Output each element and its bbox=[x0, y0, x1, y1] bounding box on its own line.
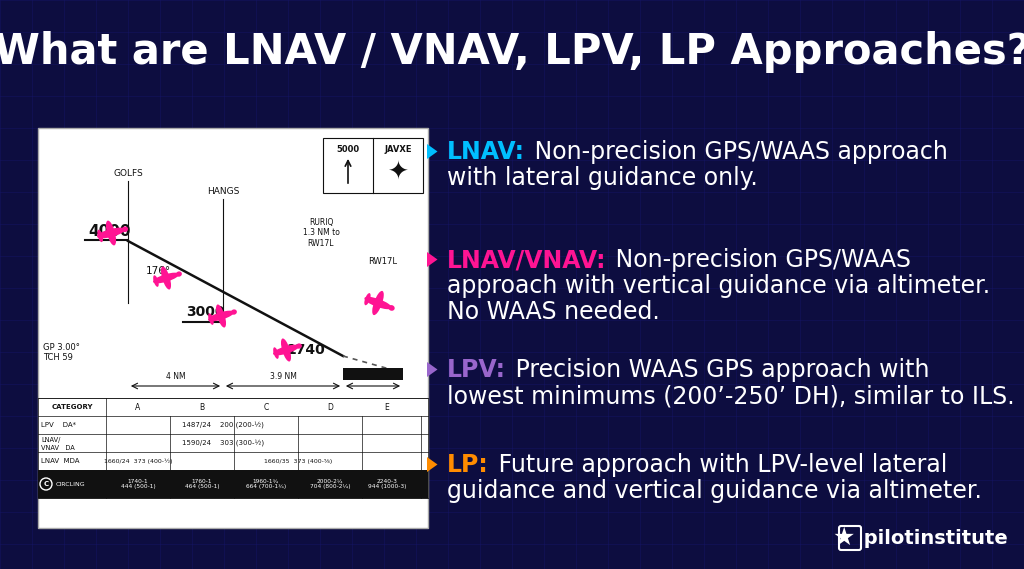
Ellipse shape bbox=[161, 266, 171, 290]
Ellipse shape bbox=[281, 339, 291, 361]
Text: RW17L: RW17L bbox=[369, 257, 397, 266]
Bar bbox=[323, 138, 423, 193]
Ellipse shape bbox=[365, 297, 391, 309]
Text: 1487/24    200 (200-½): 1487/24 200 (200-½) bbox=[182, 422, 264, 428]
Text: 176°: 176° bbox=[146, 266, 171, 276]
Text: E: E bbox=[385, 402, 389, 411]
Text: 1.3 NM: 1.3 NM bbox=[360, 375, 385, 381]
Text: with lateral guidance only.: with lateral guidance only. bbox=[447, 166, 758, 190]
Bar bbox=[343, 368, 403, 380]
Text: JAVXE: JAVXE bbox=[384, 145, 412, 154]
Bar bbox=[38, 128, 428, 528]
Text: Future approach with LPV-level lateral: Future approach with LPV-level lateral bbox=[490, 453, 947, 477]
Text: 1960-1¾
664 (700-1¾): 1960-1¾ 664 (700-1¾) bbox=[246, 479, 286, 489]
Ellipse shape bbox=[273, 345, 299, 355]
Text: 5000: 5000 bbox=[337, 145, 359, 154]
Text: 2240-3
944 (1000-3): 2240-3 944 (1000-3) bbox=[368, 479, 407, 489]
Ellipse shape bbox=[176, 271, 182, 277]
Text: lowest minimums (200’-250’ DH), similar to ILS.: lowest minimums (200’-250’ DH), similar … bbox=[447, 384, 1015, 408]
Text: RURIQ
1.3 NM to
RW17L: RURIQ 1.3 NM to RW17L bbox=[302, 218, 339, 248]
Ellipse shape bbox=[122, 226, 128, 232]
Text: 3.9 NM: 3.9 NM bbox=[269, 372, 296, 381]
Polygon shape bbox=[427, 362, 437, 377]
Ellipse shape bbox=[208, 311, 233, 321]
Text: A: A bbox=[135, 402, 140, 411]
Text: 1740: 1740 bbox=[286, 343, 325, 357]
Text: LNAV:: LNAV: bbox=[447, 140, 525, 164]
Text: VNAV   DA: VNAV DA bbox=[41, 445, 75, 451]
Ellipse shape bbox=[388, 305, 394, 311]
Ellipse shape bbox=[373, 291, 384, 315]
Ellipse shape bbox=[273, 347, 279, 359]
Text: ★: ★ bbox=[833, 526, 855, 550]
Text: ✦: ✦ bbox=[387, 161, 409, 185]
Ellipse shape bbox=[105, 221, 116, 245]
Ellipse shape bbox=[296, 344, 302, 349]
Text: No WAAS needed.: No WAAS needed. bbox=[447, 300, 659, 324]
Text: CIRCLING: CIRCLING bbox=[56, 481, 86, 486]
Text: Non-precision GPS/WAAS approach: Non-precision GPS/WAAS approach bbox=[527, 140, 948, 164]
Text: LPV    DA*: LPV DA* bbox=[41, 422, 76, 428]
Ellipse shape bbox=[97, 228, 125, 238]
Text: HANGS: HANGS bbox=[207, 187, 240, 196]
Text: 4000: 4000 bbox=[88, 224, 130, 238]
Text: LNAV/VNAV:: LNAV/VNAV: bbox=[447, 248, 606, 272]
Text: pilotinstitute: pilotinstitute bbox=[857, 529, 1008, 547]
Text: 1590/24    303 (300-½): 1590/24 303 (300-½) bbox=[182, 440, 264, 447]
Polygon shape bbox=[427, 252, 437, 267]
Text: C: C bbox=[43, 481, 48, 487]
Text: approach with vertical guidance via altimeter.: approach with vertical guidance via alti… bbox=[447, 274, 990, 298]
Text: 3000: 3000 bbox=[186, 305, 224, 319]
Text: LNAV/: LNAV/ bbox=[41, 437, 60, 443]
Text: What are LNAV / VNAV, LPV, LP Approaches?: What are LNAV / VNAV, LPV, LP Approaches… bbox=[0, 31, 1024, 73]
Text: GOLFS: GOLFS bbox=[113, 169, 143, 178]
Circle shape bbox=[40, 478, 52, 490]
Text: 1760-1
464 (500-1): 1760-1 464 (500-1) bbox=[184, 479, 219, 489]
Ellipse shape bbox=[97, 230, 103, 242]
Polygon shape bbox=[427, 144, 437, 159]
Bar bbox=[38, 398, 428, 498]
Text: GP 3.00°
TCH 59: GP 3.00° TCH 59 bbox=[43, 343, 80, 362]
Ellipse shape bbox=[153, 273, 179, 283]
Polygon shape bbox=[427, 457, 437, 472]
Ellipse shape bbox=[208, 314, 214, 325]
Text: LNAV  MDA: LNAV MDA bbox=[41, 458, 80, 464]
Text: B: B bbox=[200, 402, 205, 411]
Ellipse shape bbox=[216, 304, 226, 328]
Text: 1660/35  373 (400-⅝): 1660/35 373 (400-⅝) bbox=[264, 459, 332, 464]
Text: Precision WAAS GPS approach with: Precision WAAS GPS approach with bbox=[508, 358, 930, 382]
Text: CATEGORY: CATEGORY bbox=[51, 404, 93, 410]
Text: LP:: LP: bbox=[447, 453, 488, 477]
Text: guidance and vertical guidance via altimeter.: guidance and vertical guidance via altim… bbox=[447, 479, 982, 503]
Text: C: C bbox=[263, 402, 268, 411]
Ellipse shape bbox=[365, 293, 371, 305]
Text: Non-precision GPS/WAAS: Non-precision GPS/WAAS bbox=[608, 248, 911, 272]
Text: D: D bbox=[327, 402, 333, 411]
Ellipse shape bbox=[154, 275, 159, 287]
Text: 1740-1
444 (500-1): 1740-1 444 (500-1) bbox=[121, 479, 156, 489]
Ellipse shape bbox=[231, 310, 237, 315]
Text: 4 NM: 4 NM bbox=[166, 372, 185, 381]
Text: 1660/24  373 (400-½): 1660/24 373 (400-½) bbox=[103, 458, 172, 464]
Text: 2000-2¼
704 (800-2¼): 2000-2¼ 704 (800-2¼) bbox=[309, 479, 350, 489]
Bar bbox=[38, 470, 428, 498]
Text: LPV:: LPV: bbox=[447, 358, 506, 382]
